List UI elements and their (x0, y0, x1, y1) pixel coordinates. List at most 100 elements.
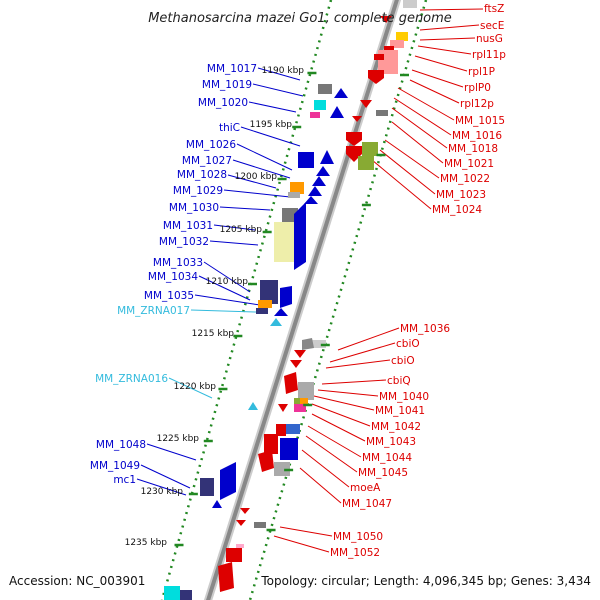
reverse-gene-arrow (290, 360, 302, 368)
gene-label[interactable]: MM_1035 (144, 290, 194, 302)
gene-block (254, 522, 266, 528)
gene-label[interactable]: MM_1027 (182, 155, 232, 167)
leader-line (329, 342, 396, 363)
gene-arrow (258, 450, 274, 472)
leader-line (411, 69, 464, 88)
gene-block (362, 142, 378, 156)
topology-text: Topology: circular; Length: 4,096,345 bp… (260, 574, 591, 588)
leader-line (168, 377, 213, 399)
leader-line (140, 464, 191, 489)
gene-label[interactable]: MM_1042 (371, 421, 421, 433)
gene-block (260, 280, 278, 304)
gene-block (164, 586, 180, 600)
forward-gene-arrow (320, 150, 334, 164)
gene-label[interactable]: MM_ZRNA016 (95, 373, 168, 385)
gene-label[interactable]: mc1 (113, 474, 136, 486)
gene-label[interactable]: rplP0 (464, 82, 491, 94)
tick-label: 1230 kbp (141, 487, 184, 497)
gene-block (274, 462, 290, 476)
reverse-gene-arrow (278, 404, 288, 412)
gene-label[interactable]: rpl1P (468, 66, 495, 78)
gene-arrow (280, 286, 292, 308)
forward-gene-arrow (274, 308, 288, 316)
leader-line (219, 206, 271, 211)
forward-gene-arrow (334, 88, 348, 98)
gene-block (264, 434, 278, 454)
gene-label[interactable]: MM_1022 (440, 173, 490, 185)
reverse-gene-arrow (360, 100, 372, 108)
gene-block (274, 222, 296, 262)
reverse-gene-arrow (236, 520, 246, 526)
gene-label[interactable]: moeA (350, 482, 381, 494)
gene-label[interactable]: rpl11p (472, 49, 506, 61)
gene-label[interactable]: MM_1040 (379, 391, 429, 403)
leader-line (391, 121, 444, 164)
reverse-gene-arrow (240, 508, 250, 514)
gene-label[interactable]: MM_1050 (333, 531, 383, 543)
gene-block (290, 182, 304, 194)
gene-label[interactable]: MM_1023 (436, 189, 486, 201)
gene-label[interactable]: MM_1026 (186, 139, 236, 151)
gene-label[interactable]: cbiO (391, 355, 415, 367)
gene-label[interactable]: MM_1047 (342, 498, 392, 510)
gene-label[interactable]: MM_1019 (202, 79, 252, 91)
gene-label[interactable]: MM_1015 (455, 115, 505, 127)
gene-block (236, 544, 244, 548)
reverse-gene-arrow (294, 350, 306, 358)
gene-label[interactable]: MM_1030 (169, 202, 219, 214)
gene-label[interactable]: MM_1044 (362, 452, 412, 464)
gene-label[interactable]: MM_1045 (358, 467, 408, 479)
leader-line (371, 159, 432, 210)
gene-label[interactable]: MM_1033 (153, 257, 203, 269)
gene-label[interactable]: thiC (219, 122, 240, 134)
gene-label[interactable]: secE (480, 20, 504, 32)
gene-block (226, 548, 242, 562)
left-dotted-guide (160, 0, 333, 600)
gene-label[interactable]: MM_1021 (444, 158, 494, 170)
gene-block (358, 156, 374, 170)
gene-label[interactable]: MM_1041 (375, 405, 425, 417)
gene-label[interactable]: MM_1028 (177, 169, 227, 181)
right-gene-labels: ftsZ secE nusG rpl11p rpl1P rplP0 rpl12p… (330, 3, 506, 559)
gene-block (256, 308, 268, 314)
gene-label[interactable]: MM_1043 (366, 436, 416, 448)
gene-label[interactable]: rpl12p (460, 98, 494, 110)
leader-line (384, 139, 440, 179)
gene-label[interactable]: MM_1032 (159, 236, 209, 248)
gene-block (310, 112, 320, 118)
gene-label[interactable]: cbiO (396, 338, 420, 350)
gene-label[interactable]: MM_1020 (198, 97, 248, 109)
gene-label[interactable]: MM_1034 (148, 271, 198, 283)
leader-line (257, 67, 301, 81)
leader-line (209, 240, 259, 246)
gene-block (376, 110, 388, 116)
gene-block (298, 152, 314, 168)
gene-label[interactable]: cbiQ (387, 375, 411, 387)
gene-label[interactable]: MM_1048 (96, 439, 146, 451)
gene-label[interactable]: MM_1049 (90, 460, 140, 472)
gene-label[interactable]: ftsZ (484, 3, 504, 15)
gene-label[interactable]: MM_1016 (452, 130, 502, 142)
gene-label[interactable]: MM_1017 (207, 63, 257, 75)
gene-features (164, 0, 417, 600)
gene-label[interactable]: MM_1031 (163, 220, 213, 232)
leader-line (146, 443, 197, 461)
forward-gene-arrow (312, 176, 326, 186)
gene-arrow (220, 462, 236, 500)
gene-label[interactable]: MM_1024 (432, 204, 482, 216)
gene-block (286, 424, 300, 434)
leader-line (279, 526, 333, 537)
gene-label[interactable]: MM_ZRNA017 (117, 305, 190, 317)
tick-labels: 1190 kbp 1195 kbp 1200 kbp 1205 kbp 1210… (125, 66, 305, 548)
gene-label[interactable]: MM_1036 (400, 323, 450, 335)
gene-arrow (368, 70, 384, 84)
tick-label: 1220 kbp (174, 382, 217, 392)
tick-label: 1205 kbp (220, 225, 263, 235)
gene-label[interactable]: MM_1029 (173, 185, 223, 197)
gene-block (276, 424, 286, 436)
gene-label[interactable]: nusG (476, 33, 503, 45)
gene-block (288, 192, 300, 198)
gene-label[interactable]: MM_1052 (330, 547, 380, 559)
gene-label[interactable]: MM_1018 (448, 143, 498, 155)
